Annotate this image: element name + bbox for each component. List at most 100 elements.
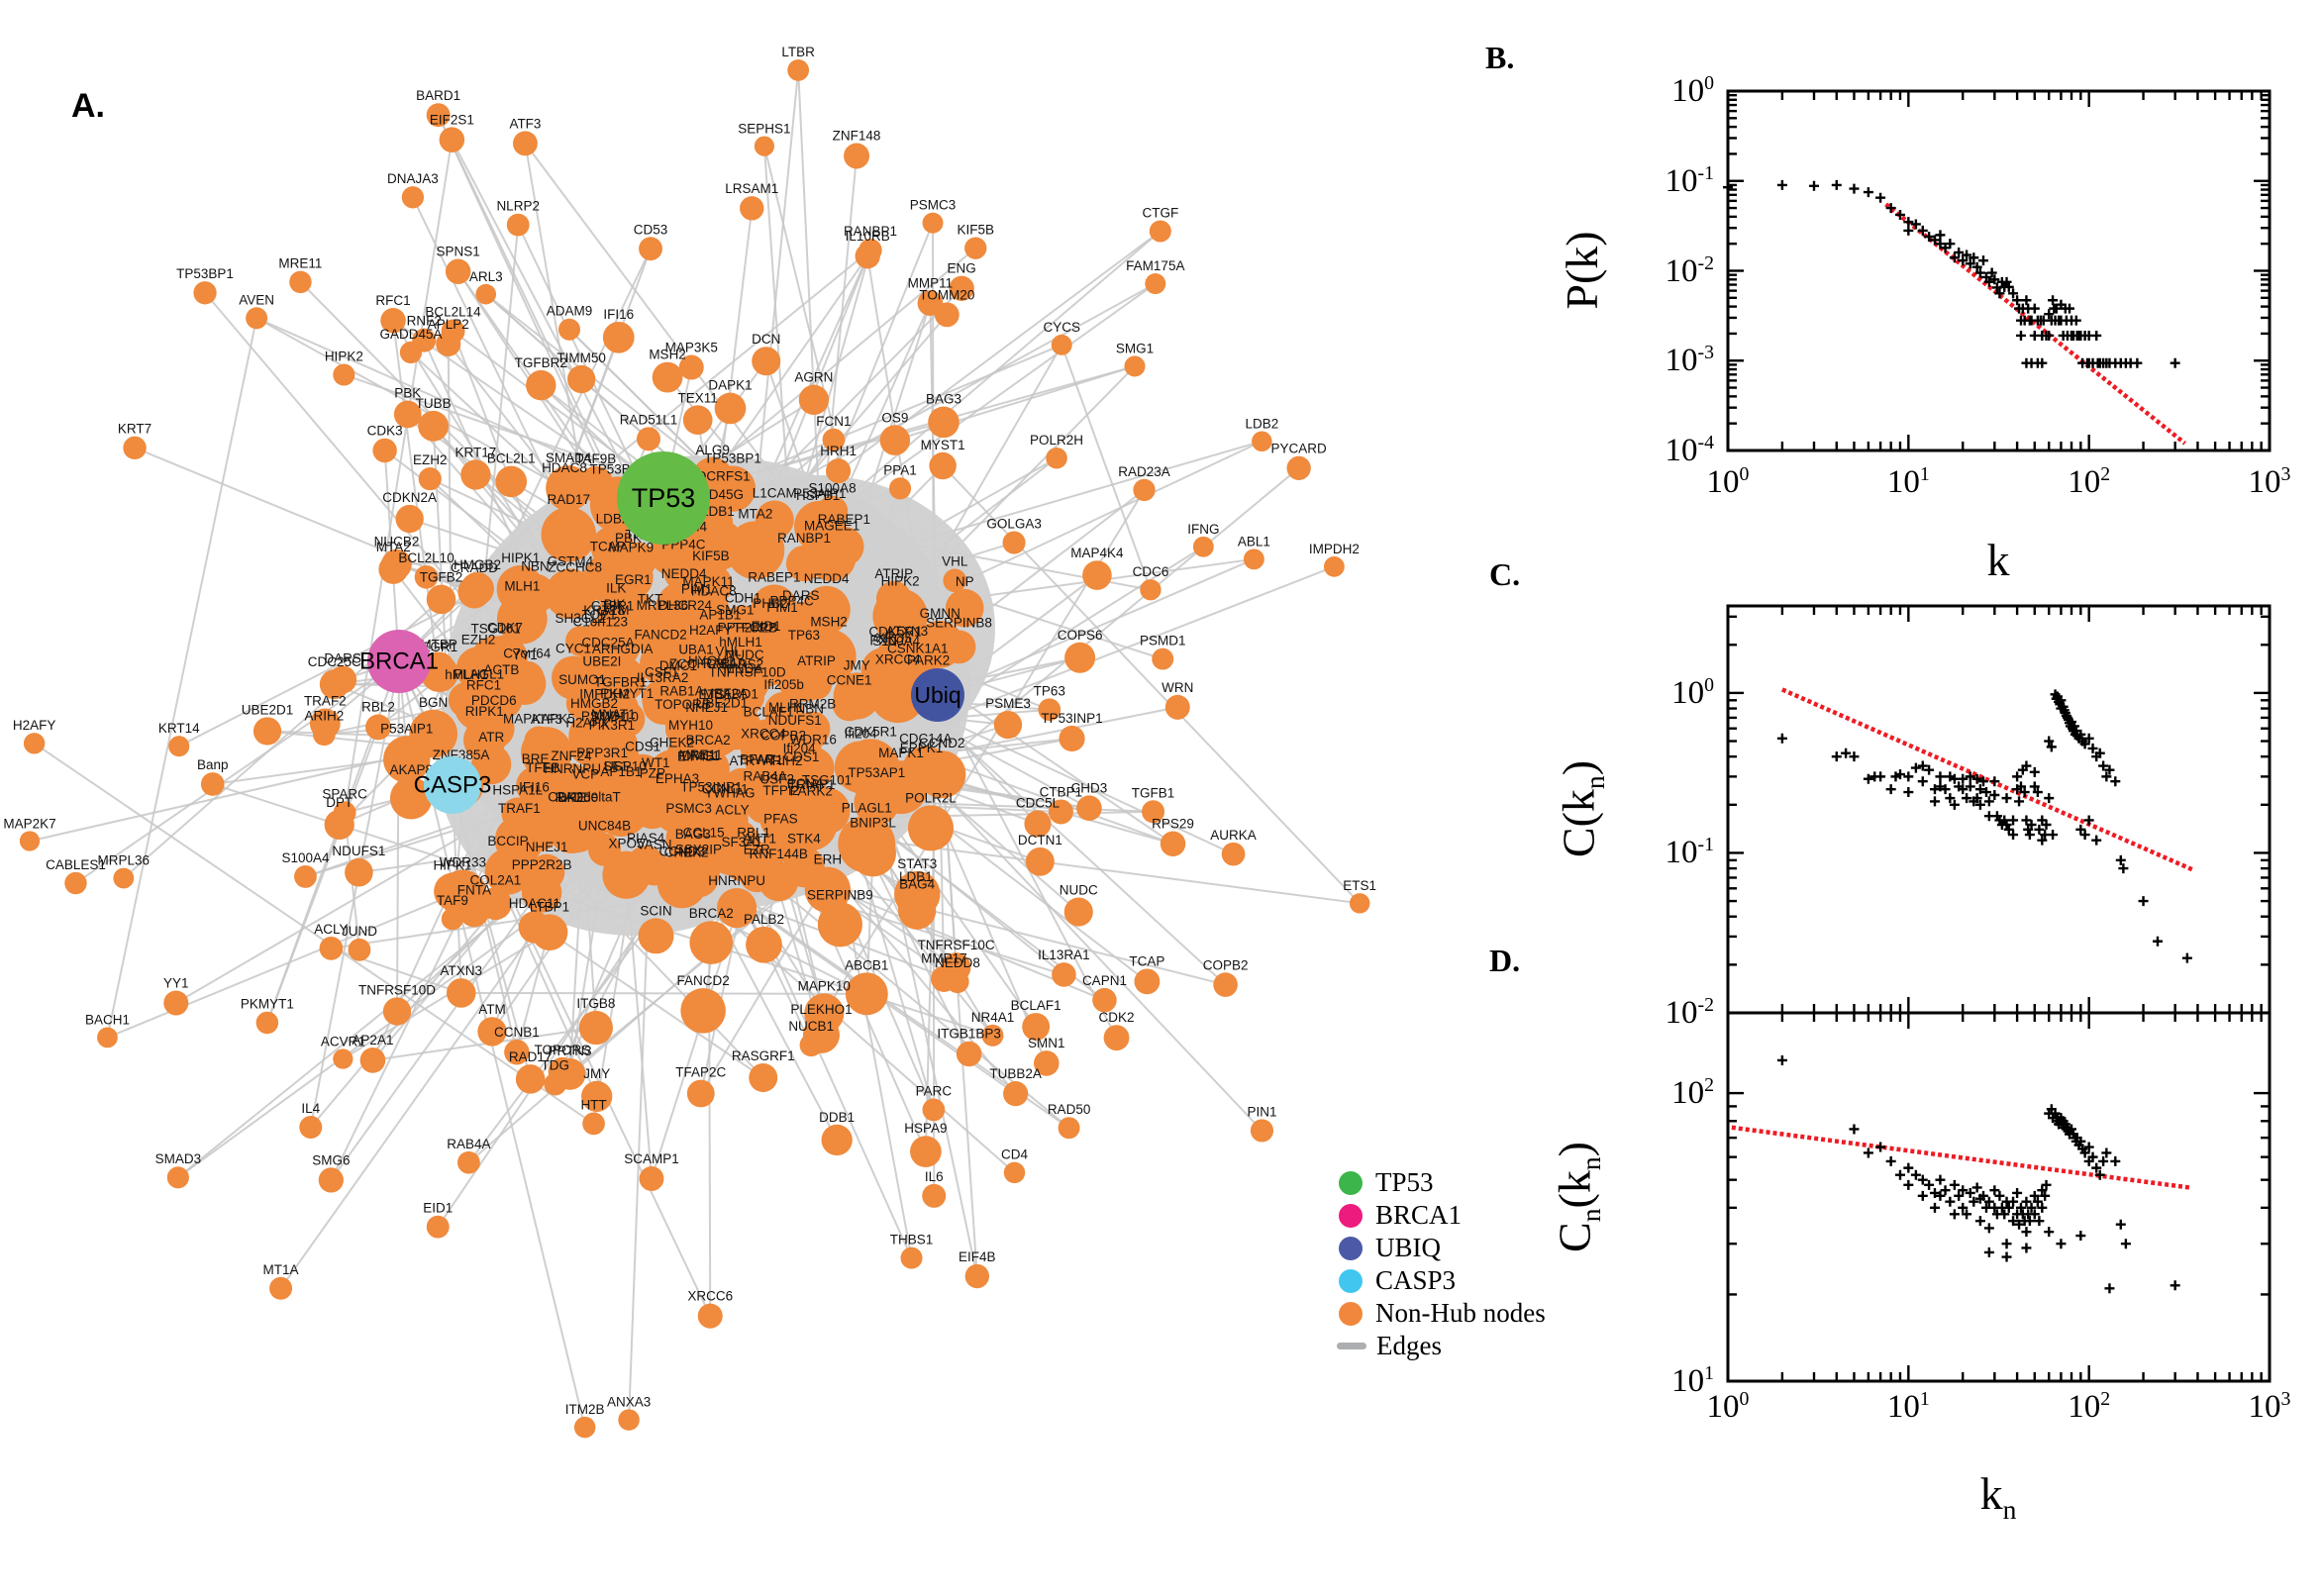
gene-node[interactable] — [794, 500, 846, 552]
gene-node[interactable] — [389, 776, 433, 820]
gene-node[interactable] — [714, 392, 747, 425]
gene-node[interactable] — [1025, 847, 1055, 876]
gene-node[interactable] — [582, 1112, 605, 1136]
gene-node[interactable] — [526, 369, 556, 401]
gene-node[interactable] — [464, 692, 503, 731]
gene-node[interactable] — [665, 841, 721, 897]
gene-node[interactable] — [636, 427, 660, 451]
gene-node[interactable] — [730, 635, 765, 670]
gene-node[interactable] — [686, 1079, 715, 1108]
gene-node[interactable] — [1323, 555, 1345, 577]
gene-node[interactable] — [324, 809, 354, 841]
gene-node[interactable] — [1286, 455, 1311, 480]
gene-node[interactable] — [594, 618, 637, 659]
gene-node[interactable] — [724, 661, 766, 704]
gene-node[interactable] — [381, 549, 412, 580]
gene-node[interactable] — [436, 331, 461, 357]
gene-node[interactable] — [318, 1167, 344, 1193]
gene-node[interactable] — [665, 733, 716, 782]
gene-node[interactable] — [289, 270, 312, 294]
gene-node[interactable] — [1059, 725, 1085, 752]
hub-node-ubiq[interactable] — [911, 668, 964, 722]
gene-node[interactable] — [333, 363, 355, 386]
gene-node[interactable] — [709, 465, 757, 512]
gene-node[interactable] — [1243, 549, 1264, 570]
gene-node[interactable] — [456, 1150, 480, 1174]
gene-node[interactable] — [833, 672, 880, 720]
gene-node[interactable] — [1349, 893, 1370, 914]
gene-node[interactable] — [1140, 579, 1162, 601]
gene-node[interactable] — [740, 196, 764, 221]
gene-node[interactable] — [1164, 694, 1190, 720]
gene-node[interactable] — [922, 1098, 946, 1122]
gene-node[interactable] — [1064, 642, 1096, 673]
gene-node[interactable] — [872, 588, 928, 644]
gene-node[interactable] — [23, 733, 46, 754]
gene-node[interactable] — [1034, 1050, 1060, 1076]
gene-node[interactable] — [255, 1011, 279, 1035]
gene-node[interactable] — [1046, 447, 1067, 469]
gene-node[interactable] — [393, 400, 422, 429]
gene-node[interactable] — [541, 507, 597, 562]
gene-node[interactable] — [652, 361, 683, 393]
gene-node[interactable] — [838, 815, 896, 873]
gene-node[interactable] — [910, 1136, 942, 1167]
gene-node[interactable] — [754, 136, 775, 156]
gene-node[interactable] — [1076, 795, 1102, 822]
gene-node[interactable] — [798, 384, 830, 416]
gene-node[interactable] — [1142, 800, 1165, 824]
gene-node[interactable] — [193, 281, 217, 305]
gene-node[interactable] — [1048, 799, 1073, 825]
gene-node[interactable] — [64, 871, 87, 895]
gene-node[interactable] — [662, 698, 701, 737]
gene-node[interactable] — [1152, 648, 1174, 670]
gene-node[interactable] — [544, 1072, 567, 1096]
gene-node[interactable] — [844, 143, 869, 169]
gene-node[interactable] — [888, 477, 912, 500]
gene-node[interactable] — [682, 405, 713, 435]
gene-node[interactable] — [845, 972, 888, 1016]
gene-node[interactable] — [716, 887, 758, 929]
gene-node[interactable] — [945, 588, 984, 628]
gene-node[interactable] — [299, 1116, 323, 1140]
gene-node[interactable] — [496, 564, 545, 614]
gene-node[interactable] — [879, 425, 911, 455]
gene-node[interactable] — [767, 727, 823, 782]
gene-node[interactable] — [460, 459, 491, 490]
gene-node[interactable] — [1149, 220, 1171, 243]
gene-node[interactable] — [964, 1263, 989, 1289]
gene-node[interactable] — [900, 1247, 923, 1269]
gene-node[interactable] — [382, 997, 412, 1026]
gene-node[interactable] — [618, 1409, 640, 1431]
gene-node[interactable] — [942, 630, 976, 664]
gene-node[interactable] — [822, 428, 846, 451]
gene-node[interactable] — [418, 467, 442, 491]
gene-node[interactable] — [1051, 334, 1072, 355]
gene-node[interactable] — [426, 1215, 450, 1239]
gene-node[interactable] — [1124, 355, 1146, 377]
gene-node[interactable] — [521, 727, 572, 778]
gene-node[interactable] — [1003, 1081, 1029, 1107]
gene-node[interactable] — [504, 1039, 530, 1065]
gene-node[interactable] — [751, 584, 797, 631]
gene-node[interactable] — [1145, 273, 1166, 295]
gene-node[interactable] — [678, 354, 704, 380]
gene-node[interactable] — [749, 1063, 778, 1093]
gene-node[interactable] — [826, 458, 852, 484]
gene-node[interactable] — [348, 938, 371, 961]
gene-node[interactable] — [602, 850, 651, 899]
gene-node[interactable] — [615, 586, 652, 624]
gene-node[interactable] — [922, 212, 944, 234]
gene-node[interactable] — [680, 988, 726, 1034]
gene-node[interactable] — [1024, 810, 1052, 838]
gene-node[interactable] — [1002, 531, 1026, 554]
gene-node[interactable] — [941, 952, 971, 982]
gene-node[interactable] — [784, 798, 838, 850]
gene-node[interactable] — [841, 739, 900, 798]
gene-node[interactable] — [426, 584, 456, 615]
gene-node[interactable] — [557, 318, 581, 341]
gene-node[interactable] — [401, 186, 425, 209]
gene-node[interactable] — [981, 1024, 1004, 1047]
gene-node[interactable] — [200, 772, 225, 796]
gene-node[interactable] — [640, 642, 682, 684]
